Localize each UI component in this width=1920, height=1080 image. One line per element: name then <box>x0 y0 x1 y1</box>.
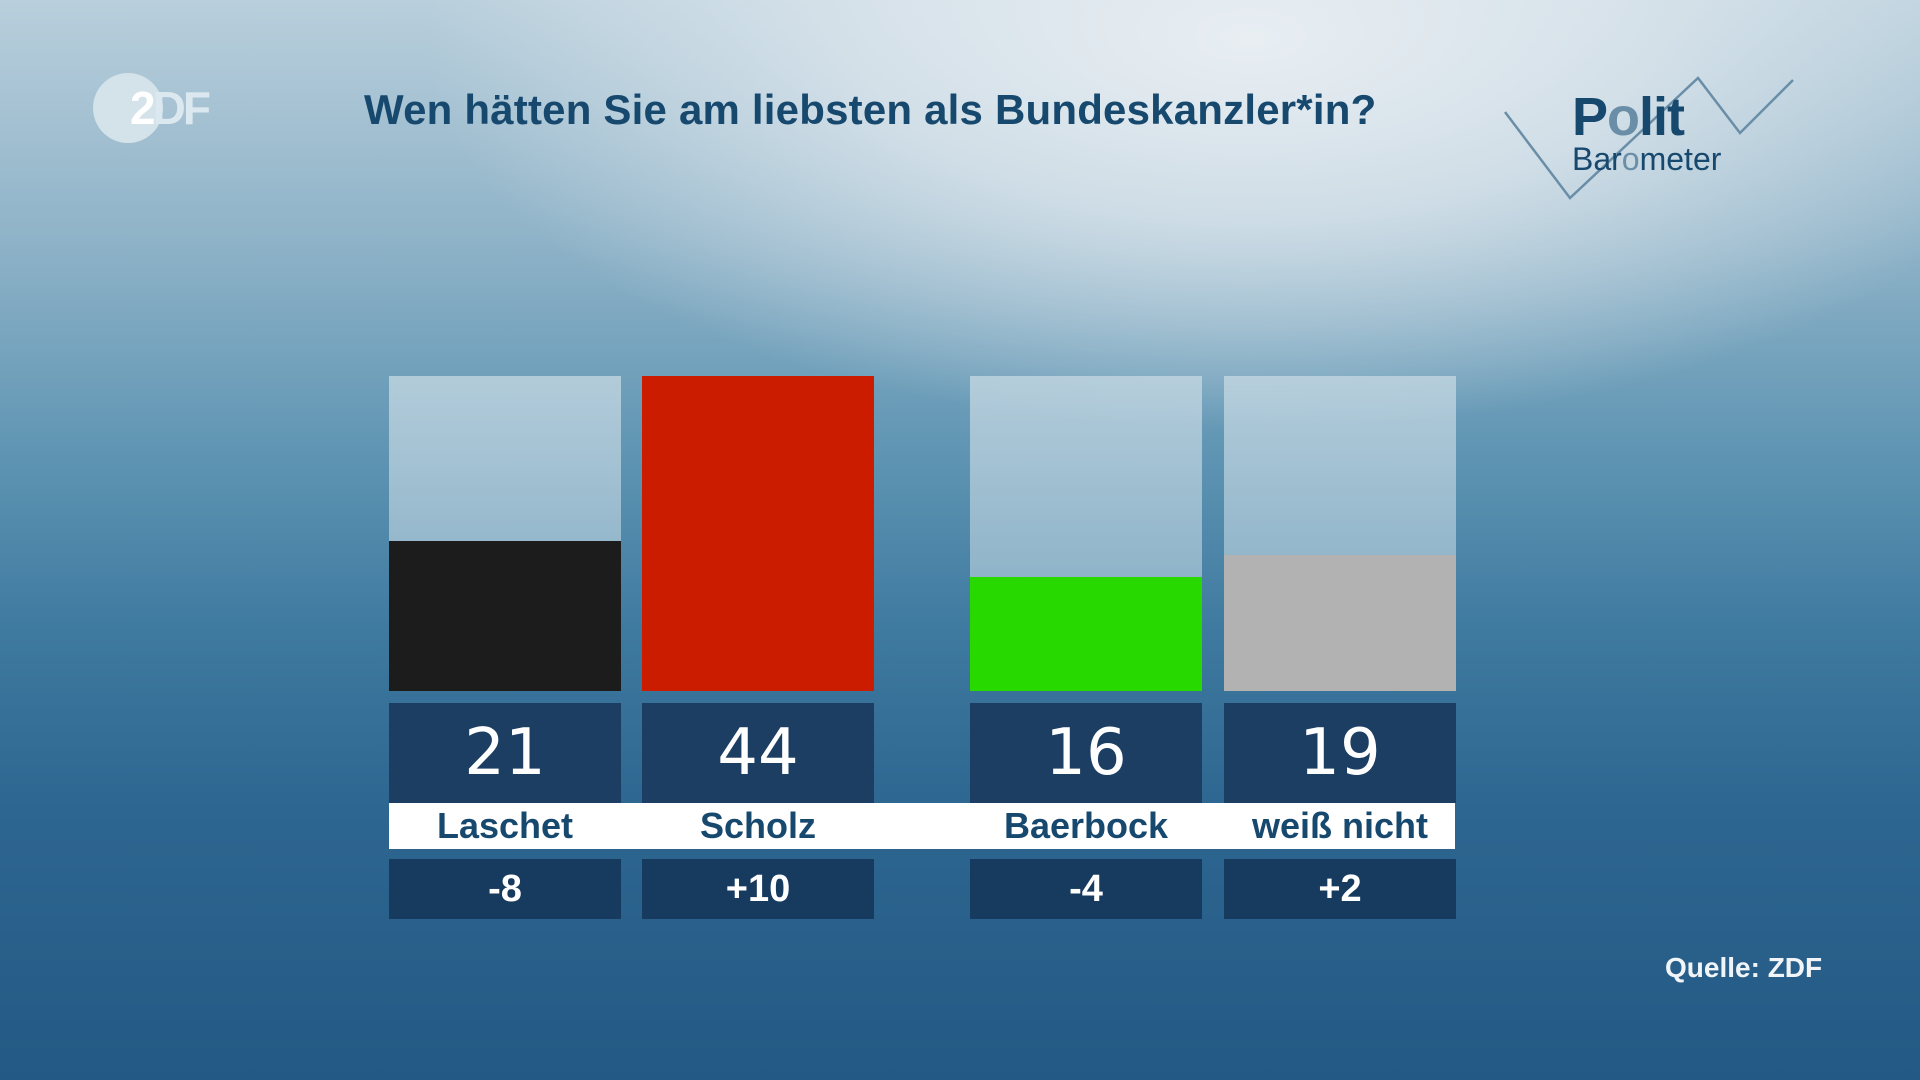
bar-scholz: 44 +10 <box>642 376 874 919</box>
value-box-scholz: 44 <box>642 703 874 803</box>
chart-title: Wen hätten Sie am liebsten als Bundeskan… <box>364 86 1377 133</box>
label-baerbock: Baerbock <box>1003 805 1169 846</box>
zdf-logo: 2DF <box>93 73 233 145</box>
bar-track <box>389 376 621 691</box>
change-box-scholz: +10 <box>642 859 874 919</box>
bar-fill-baerbock <box>970 577 1202 691</box>
zdf-logo-df: DF <box>152 82 211 134</box>
zigzag-line-icon <box>1504 76 1794 200</box>
bar-weiss-nicht: 19 +2 <box>1224 376 1456 919</box>
change-box-laschet: -8 <box>389 859 621 919</box>
bar-fill-weiss-nicht <box>1224 555 1456 691</box>
bar-laschet: 21 -8 <box>389 376 621 919</box>
zdf-logo-circle-icon <box>93 73 163 143</box>
label-scholz: Scholz <box>699 805 816 846</box>
label-laschet: Laschet <box>436 805 574 846</box>
change-box-baerbock: -4 <box>970 859 1202 919</box>
bar-fill-laschet <box>389 541 621 691</box>
zdf-logo-two: 2 <box>130 82 156 134</box>
source-note: Quelle: ZDF <box>1665 952 1823 983</box>
candidate-label-band: Laschet Scholz Baerbock weiß nicht <box>389 803 1455 849</box>
value-box-baerbock: 16 <box>970 703 1202 803</box>
bar-fill-scholz <box>642 376 874 691</box>
politbarometer-logo: Polit Barometer <box>1500 70 1800 210</box>
label-weiss-nicht: weiß nicht <box>1251 805 1428 846</box>
bar-baerbock: 16 -4 <box>970 376 1202 919</box>
bar-track <box>970 376 1202 691</box>
change-box-weiss-nicht: +2 <box>1224 859 1456 919</box>
bar-track <box>642 376 874 691</box>
value-box-weiss-nicht: 19 <box>1224 703 1456 803</box>
bar-track <box>1224 376 1456 691</box>
value-box-laschet: 21 <box>389 703 621 803</box>
